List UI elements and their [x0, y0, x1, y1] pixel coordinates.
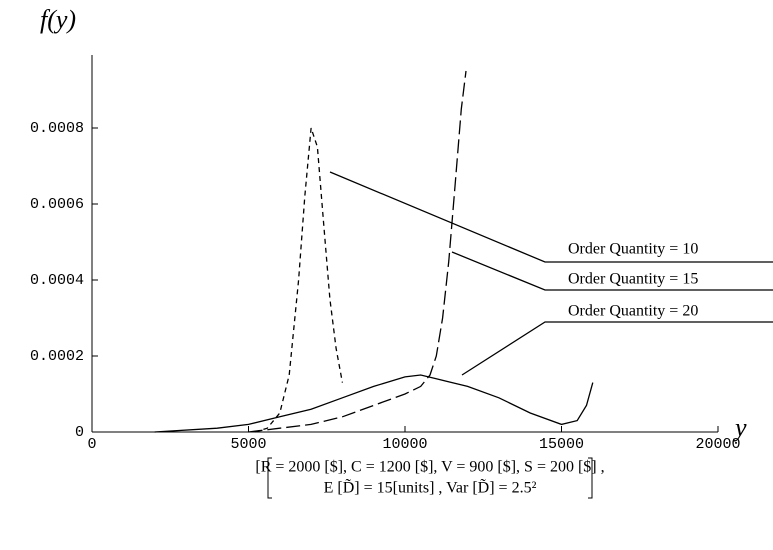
y-tick-label: 0.0006 [30, 196, 84, 213]
y-axis-label: f(y) [40, 5, 76, 34]
y-tick-label: 0.0004 [30, 272, 84, 289]
y-tick-label: 0.0002 [30, 348, 84, 365]
series-label: Order Quantity = 10 [568, 241, 698, 258]
series-line [154, 374, 594, 433]
x-axis-label: y [732, 413, 747, 442]
x-tick-label: 5000 [230, 436, 266, 453]
caption: E [D̃] = 15[units] , Var [D̃] = 2.5² [324, 479, 537, 497]
caption: [R = 2000 [$], C = 1200 [$], V = 900 [$]… [255, 459, 604, 476]
x-tick-label: 0 [87, 436, 96, 453]
series-label: Order Quantity = 15 [568, 271, 698, 288]
x-tick-label: 10000 [382, 436, 427, 453]
series-label: Order Quantity = 20 [568, 303, 698, 320]
series-line [254, 127, 344, 433]
x-tick-label: 15000 [539, 436, 584, 453]
caption-brackets [267, 457, 593, 499]
x-tick-label: 20000 [695, 436, 740, 453]
annotation-leader [451, 251, 773, 291]
y-tick-label: 0.0008 [30, 120, 84, 137]
y-tick-label: 0 [75, 424, 84, 441]
series-line [248, 70, 467, 433]
annotation-leader [461, 321, 773, 376]
annotation-leader [329, 171, 773, 263]
